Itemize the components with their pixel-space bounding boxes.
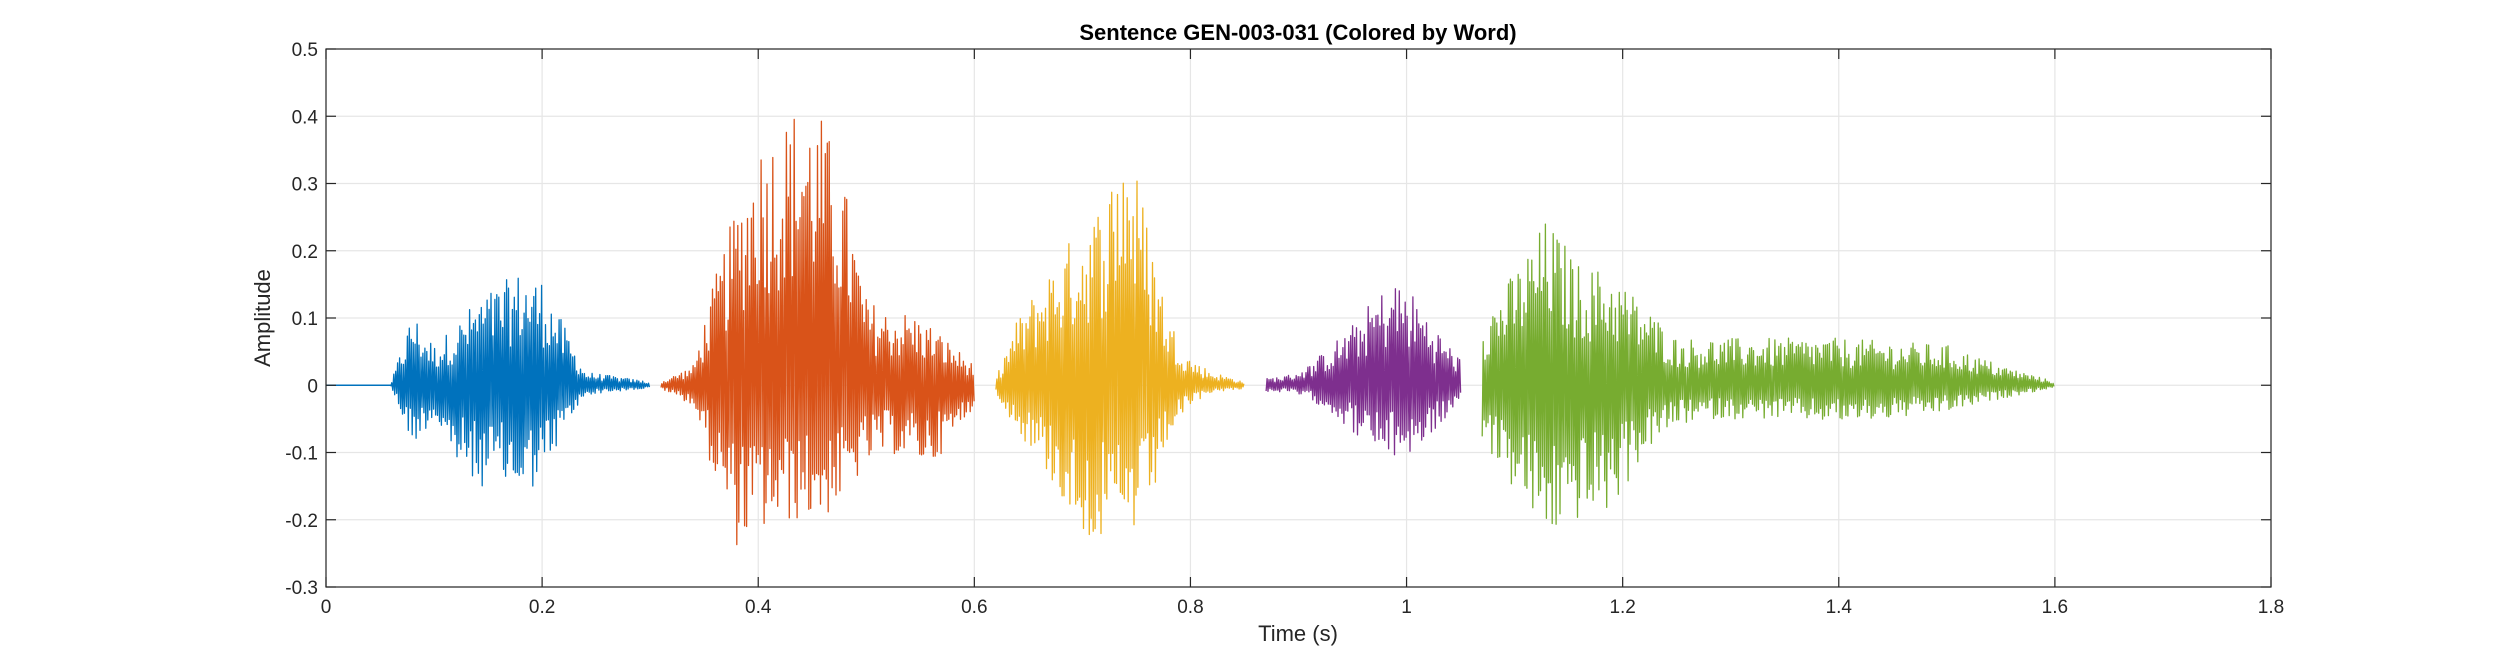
y-tick-label: 0.2 bbox=[292, 242, 318, 263]
x-tick-label: 1.2 bbox=[1609, 597, 1635, 618]
x-tick-labels: 0 0.2 0.4 0.6 0.8 1 1.2 1.4 1.6 1.8 bbox=[321, 597, 2285, 618]
y-tick-label: -0.1 bbox=[285, 444, 318, 465]
x-tick-label: 1.4 bbox=[1826, 597, 1853, 618]
word-waveform-2 bbox=[660, 118, 975, 546]
y-tick-label: -0.3 bbox=[285, 578, 318, 599]
y-tick-label: 0.3 bbox=[292, 175, 318, 196]
y-tick-labels: -0.3 -0.2 -0.1 0 0.1 0.2 0.3 0.4 0.5 bbox=[285, 40, 318, 599]
word-waveform-1 bbox=[390, 277, 651, 487]
y-tick-label: -0.2 bbox=[285, 511, 318, 532]
x-axis-label: Time (s) bbox=[1258, 621, 1338, 646]
y-axis-label: Amplitude bbox=[250, 269, 275, 367]
x-tick-label: 1.6 bbox=[2042, 597, 2068, 618]
word-waveform-3 bbox=[995, 180, 1245, 536]
tick-marks bbox=[325, 48, 2272, 588]
word-waveform-5 bbox=[1481, 223, 2055, 525]
x-tick-label: 1 bbox=[1401, 597, 1412, 618]
x-tick-label: 0.2 bbox=[529, 597, 555, 618]
y-tick-label: 0.4 bbox=[292, 107, 319, 128]
x-tick-label: 0.8 bbox=[1177, 597, 1203, 618]
y-tick-label: 0.1 bbox=[292, 309, 318, 330]
y-tick-label: 0.5 bbox=[292, 40, 318, 61]
waveform-series-layer bbox=[326, 118, 2055, 546]
x-tick-label: 0.4 bbox=[745, 597, 772, 618]
x-tick-label: 0 bbox=[321, 597, 332, 618]
x-tick-label: 1.8 bbox=[2258, 597, 2284, 618]
x-tick-label: 0.6 bbox=[961, 597, 987, 618]
word-waveform-4 bbox=[1265, 288, 1462, 456]
y-tick-label: 0 bbox=[307, 376, 318, 397]
chart-title: Sentence GEN-003-031 (Colored by Word) bbox=[1079, 20, 1516, 45]
